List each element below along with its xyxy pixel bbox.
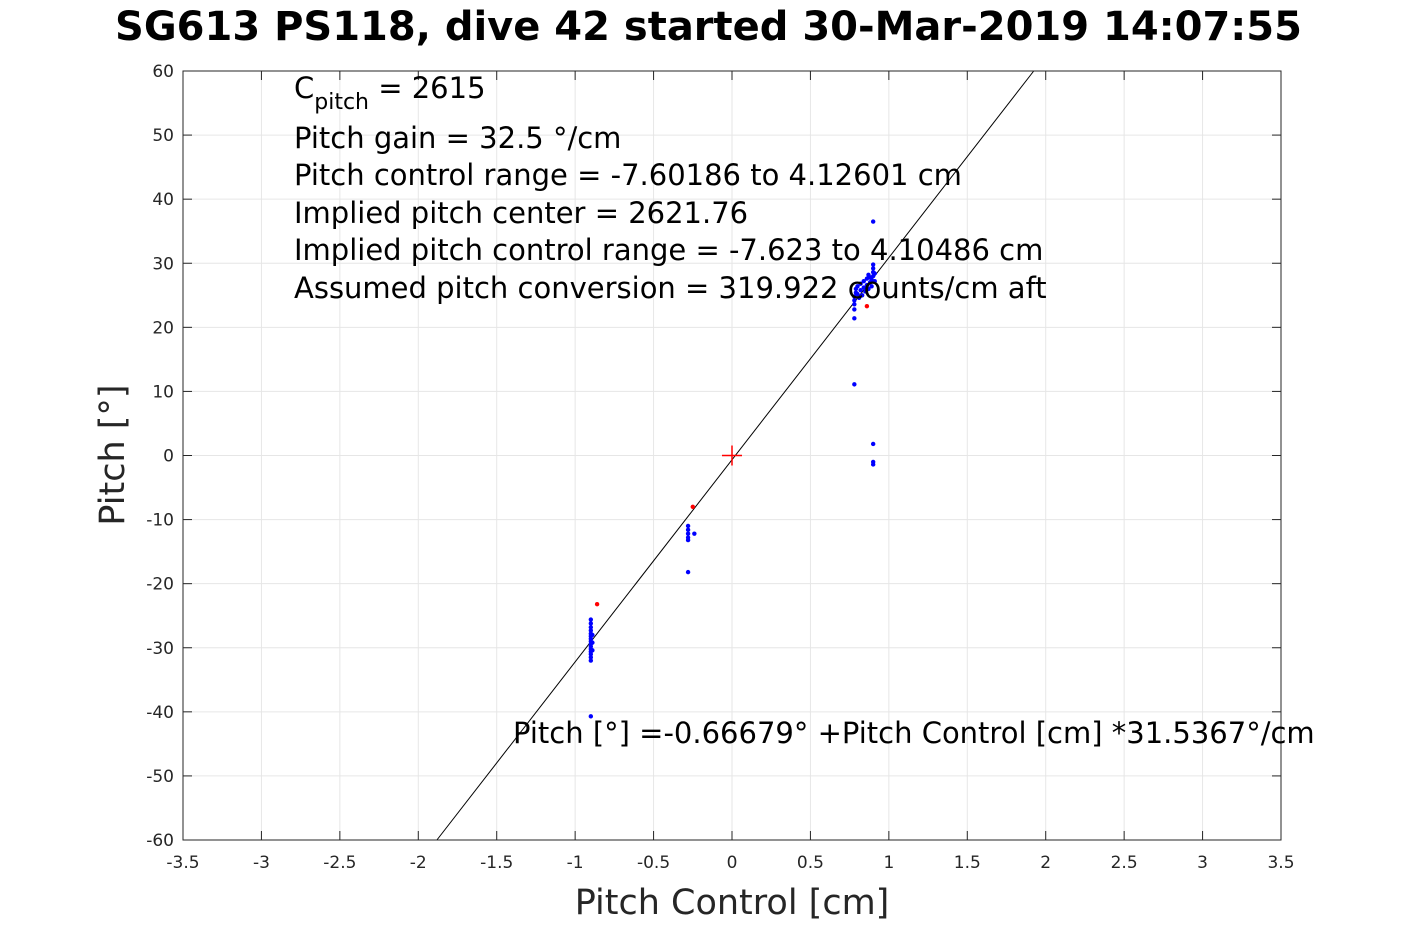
- data-point: [856, 295, 862, 301]
- y-tick-label: -40: [146, 703, 174, 723]
- tick-labels: -3.5 -3 -2.5 -2 -1.5 -1 -0.5 0 0.5 1 1.5 2 2.5 3 3.5 -6…: [146, 62, 1294, 873]
- data-point: [861, 285, 866, 290]
- data-point: [685, 537, 691, 543]
- data-point: [852, 298, 857, 303]
- data-point: [870, 266, 876, 271]
- annotation-cpitch-sub: pitch: [314, 90, 369, 115]
- data-point: [852, 294, 857, 299]
- chart-title: SG613 PS118, dive 42 started 30-Mar-2019…: [115, 4, 1302, 50]
- data-point: [588, 625, 594, 630]
- annotation-assumed-pitch-conversion: Assumed pitch conversion = 319.922 count…: [294, 271, 1047, 305]
- data-point: [870, 219, 876, 224]
- x-tick-label: 3.5: [1267, 853, 1294, 873]
- data-point: [869, 284, 874, 289]
- x-tick-label: -0.5: [637, 853, 670, 873]
- annotation-cpitch-value: = 2615: [369, 71, 486, 105]
- x-tick-label: 0.5: [797, 853, 824, 873]
- x-tick-label: -1: [567, 853, 584, 873]
- x-tick-label: -2.5: [323, 853, 356, 873]
- data-point: [685, 531, 691, 536]
- data-point: [858, 281, 863, 286]
- data-point: [872, 278, 877, 284]
- data-point: [588, 658, 594, 663]
- data-point: [588, 655, 594, 660]
- data-point: [870, 462, 876, 467]
- data-points: [588, 219, 877, 719]
- data-point: [855, 291, 860, 297]
- y-tick-label: -20: [146, 575, 174, 595]
- annotation-pitch-control-range: Pitch control range = -7.60186 to 4.1260…: [294, 158, 962, 192]
- data-point: [594, 601, 600, 607]
- y-tick-label: 0: [163, 447, 174, 467]
- y-tick-label: -60: [146, 831, 174, 851]
- data-point: [685, 569, 691, 575]
- data-point: [870, 441, 876, 447]
- data-point: [588, 621, 594, 626]
- data-point: [866, 286, 871, 292]
- x-tick-label: 0: [727, 853, 738, 873]
- data-point: [872, 271, 877, 276]
- x-tick-label: -3: [253, 853, 270, 873]
- data-point: [859, 293, 865, 298]
- y-tick-label: 30: [152, 254, 174, 274]
- data-point: [692, 531, 697, 536]
- x-tick-label: 1.5: [954, 853, 981, 873]
- x-tick-label: 3: [1197, 853, 1208, 873]
- data-point: [588, 651, 594, 657]
- data-point: [588, 628, 594, 633]
- data-point: [852, 382, 857, 387]
- data-point: [861, 278, 866, 284]
- y-tick-label: 10: [152, 382, 174, 402]
- data-point: [690, 504, 695, 509]
- data-point: [864, 282, 870, 288]
- data-point: [590, 648, 595, 653]
- x-axis-label: Pitch Control [cm]: [575, 883, 890, 923]
- x-tick-label: 2.5: [1111, 853, 1138, 873]
- x-tick-label: -1.5: [480, 853, 513, 873]
- y-tick-label: -10: [146, 511, 174, 531]
- data-point: [852, 307, 857, 312]
- x-tick-label: 1: [883, 853, 894, 873]
- data-point: [590, 640, 595, 645]
- data-point: [855, 284, 860, 289]
- data-point: [685, 527, 691, 533]
- annotation-cpitch-base: C: [294, 71, 314, 105]
- data-point: [590, 632, 595, 638]
- annotation-implied-pitch-control-range: Implied pitch control range = -7.623 to …: [294, 233, 1043, 267]
- y-tick-label: 20: [152, 318, 174, 338]
- data-point: [588, 617, 594, 622]
- data-point: [864, 303, 870, 309]
- fit-equation-label: Pitch [°] =-0.66679° +Pitch Control [cm]…: [513, 716, 1315, 750]
- data-point: [588, 714, 594, 719]
- y-tick-label: -30: [146, 639, 174, 659]
- data-point: [863, 289, 868, 294]
- annotation-pitch-gain: Pitch gain = 32.5 °/cm: [294, 121, 621, 155]
- x-tick-label: -2: [410, 853, 427, 873]
- y-tick-label: 50: [152, 126, 174, 146]
- center-marker-group: [722, 445, 742, 466]
- y-tick-label: 40: [152, 190, 174, 210]
- data-point: [685, 523, 691, 529]
- x-tick-label: -3.5: [166, 853, 199, 873]
- annotation-implied-pitch-center: Implied pitch center = 2621.76: [294, 196, 748, 230]
- y-axis-label: Pitch [°]: [93, 384, 133, 525]
- y-tick-label: 60: [152, 62, 174, 82]
- data-point: [852, 316, 857, 321]
- x-tick-label: 2: [1040, 853, 1051, 873]
- y-tick-label: -50: [146, 767, 174, 787]
- annotation-cpitch: Cpitch = 2615: [294, 71, 486, 115]
- data-point: [852, 302, 857, 307]
- data-point: [858, 287, 863, 293]
- data-point: [870, 262, 876, 267]
